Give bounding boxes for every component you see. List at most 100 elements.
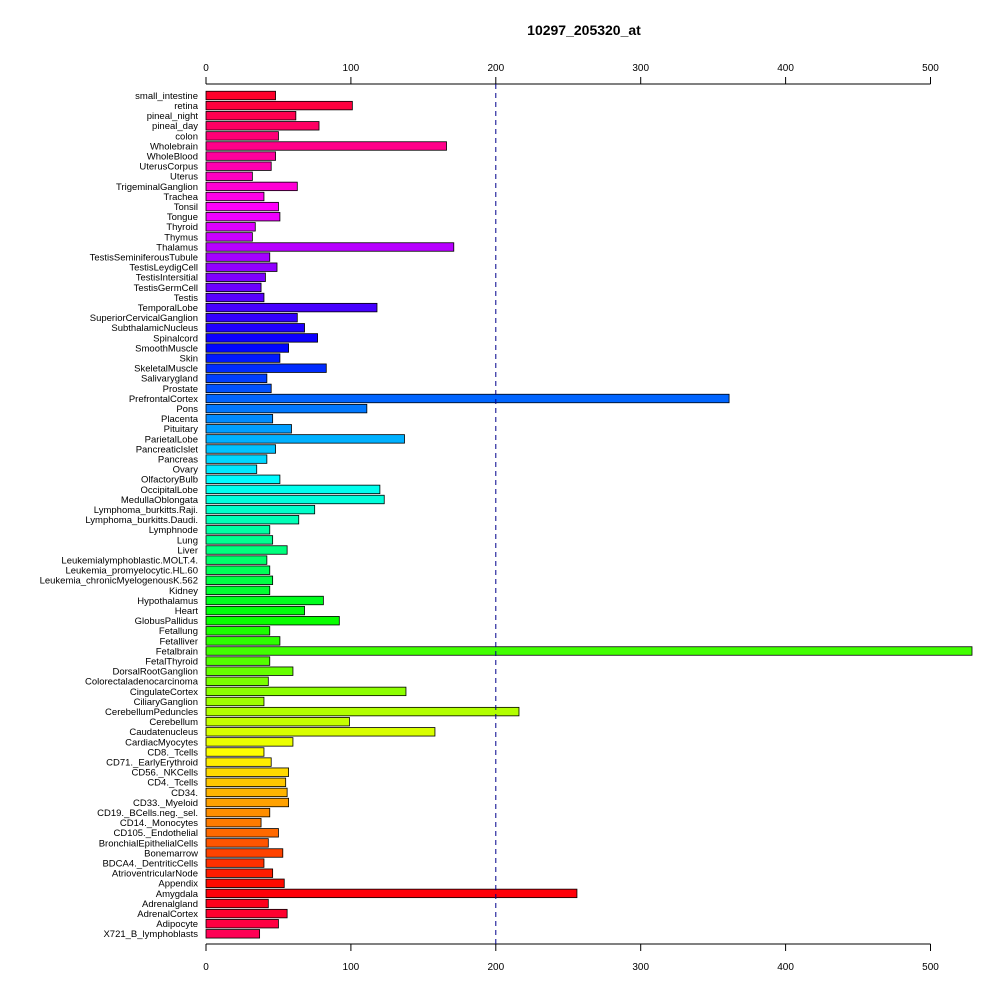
bar (205, 717, 350, 727)
category-label: Leukemia_promyelocytic.HL.60 (65, 566, 198, 577)
bar (205, 484, 381, 495)
category-label: Leukemia_chronicMyelogenousK.562 (40, 576, 198, 587)
category-label: Thymus (164, 232, 198, 243)
bar (205, 323, 305, 333)
category-label: Adrenalgland (142, 899, 198, 910)
category-label: Tongue (167, 212, 198, 223)
bar (205, 646, 973, 656)
category-label: CD71._EarlyErythroid (106, 758, 198, 769)
category-label: Fetalbrain (156, 646, 198, 657)
bar (205, 161, 272, 171)
category-label: Prostate (163, 384, 198, 395)
category-label: AdrenalCortex (137, 909, 198, 920)
category-label: Fetalliver (159, 636, 198, 647)
category-label: CD4._Tcells (147, 778, 198, 789)
bar (205, 191, 265, 202)
bar (205, 737, 294, 747)
bottom-tick-label: 0 (203, 962, 209, 973)
bar (205, 363, 327, 373)
bar (205, 585, 271, 596)
bar (205, 272, 266, 282)
bar (205, 222, 256, 232)
bar (205, 373, 268, 383)
category-label: TestisGermCell (134, 283, 198, 294)
bar (205, 908, 288, 919)
bar (205, 414, 274, 424)
category-label: TestisSeminiferousTubule (90, 253, 198, 264)
bar (205, 181, 298, 192)
bar (205, 747, 265, 757)
category-label: Pituitary (164, 424, 199, 435)
bar (205, 302, 378, 313)
bar (205, 828, 279, 838)
category-label: SuperiorCervicalGanglion (90, 313, 198, 324)
top-tick-label: 100 (343, 63, 360, 74)
chart-title: 10297_205320_at (527, 22, 641, 38)
category-label: Testis (174, 293, 199, 304)
bar (205, 454, 268, 464)
bar (205, 121, 320, 131)
bottom-tick-label: 300 (632, 962, 649, 973)
bar (205, 565, 271, 575)
category-label: OccipitalLobe (140, 485, 198, 496)
category-label: Adipocyte (156, 919, 198, 930)
bar (205, 494, 385, 505)
bar (205, 676, 269, 686)
bar (205, 605, 305, 616)
bar (205, 252, 271, 262)
category-label: Trachea (164, 192, 199, 203)
bar (205, 888, 578, 899)
category-label: PancreaticIslet (136, 444, 199, 455)
category-label: Lymphoma_burkitts.Daudi. (85, 515, 198, 526)
category-label: Uterus (170, 172, 198, 183)
category-label: Liver (177, 545, 198, 556)
category-label: Lymphnode (149, 525, 198, 536)
category-label: Placenta (161, 414, 199, 425)
bar (205, 898, 269, 909)
category-label: Thyroid (166, 222, 198, 233)
bar (205, 807, 271, 818)
bar (205, 504, 316, 515)
category-label: CerebellumPeduncles (105, 707, 198, 718)
top-tick-label: 300 (632, 63, 649, 74)
category-label: Tonsil (174, 202, 198, 213)
category-label: Amygdala (156, 889, 199, 900)
category-label: CD14._Monocytes (120, 818, 198, 829)
category-label: CD19._BCells.neg._sel. (97, 808, 198, 819)
bar (205, 535, 274, 545)
category-label: TemporalLobe (138, 303, 198, 314)
bar (205, 929, 261, 939)
bar (205, 626, 271, 636)
category-label: TrigeminalGanglion (116, 182, 198, 193)
bar (205, 595, 324, 606)
bar (205, 787, 288, 798)
bar (205, 353, 281, 363)
top-tick-label: 0 (203, 63, 209, 74)
category-label: MedullaOblongata (121, 495, 199, 506)
bar (205, 383, 272, 394)
bar (205, 555, 268, 565)
bar (205, 727, 436, 737)
category-label: CD105._Endothelial (113, 828, 198, 839)
bar (205, 706, 520, 717)
bar (205, 232, 253, 242)
category-label: Pancreas (158, 455, 198, 466)
category-label: Pons (176, 404, 198, 415)
bottom-tick-label: 500 (922, 962, 939, 973)
bar (205, 434, 405, 444)
bar (205, 292, 265, 303)
bar (205, 464, 258, 474)
category-label: Heart (175, 606, 199, 617)
bar (205, 818, 262, 828)
top-tick-label: 400 (777, 63, 794, 74)
bar (205, 424, 292, 434)
bar (205, 393, 730, 404)
category-label: Leukemialymphoblastic.MOLT.4. (61, 556, 198, 567)
category-label: colon (175, 131, 198, 142)
bottom-axis: 0 100 200 300 400 500 (203, 943, 939, 973)
category-label: Colorectaladenocarcinoma (85, 677, 199, 688)
category-label: SkeletalMuscle (134, 364, 198, 375)
bar (205, 696, 265, 707)
bar (205, 616, 340, 626)
